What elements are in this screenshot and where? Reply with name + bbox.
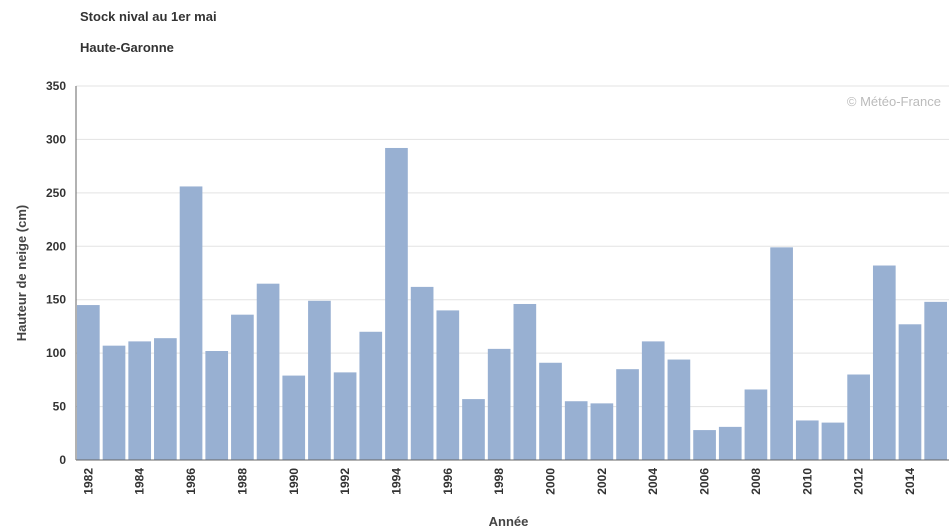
bar-1984 [128,341,152,460]
bar-2003 [616,369,639,460]
x-tick-label: 2014 [903,468,917,495]
x-tick-label: 2000 [544,468,558,495]
y-tick-label: 0 [59,453,66,467]
y-axis-ticks: 0 50 100 150 200 250 300 350 [46,79,66,467]
x-tick-label: 2002 [595,468,609,495]
y-axis-title: Hauteur de neige (cm) [14,205,29,342]
y-tick-label: 100 [46,346,66,360]
bar-2005 [667,359,691,460]
x-tick-label: 1984 [133,468,147,495]
bar-1997 [462,399,485,460]
y-tick-label: 350 [46,79,66,93]
bar-1990 [282,375,306,460]
bar-1996 [436,310,460,460]
bar-1987 [205,351,229,460]
y-tick-label: 300 [46,132,66,146]
x-tick-label: 1996 [441,468,455,495]
x-tick-label: 1994 [389,468,403,495]
bar-2000 [539,362,562,460]
bar-1986 [179,186,203,460]
bar-2007 [718,426,742,460]
bar-2002 [590,403,614,460]
bar-2001 [564,401,588,460]
chart-subtitle: Haute-Garonne [80,40,174,55]
bar-1983 [102,345,126,460]
bar-2012 [847,374,870,460]
bar-1985 [154,338,177,460]
bar-1994 [385,147,408,460]
x-tick-label: 1988 [235,468,249,495]
y-tick-label: 50 [53,400,67,414]
x-axis-title: Année [489,514,529,529]
bar-2014 [898,324,922,460]
bar-2008 [744,389,768,460]
bar-2013 [872,265,896,460]
bar-1993 [359,331,383,460]
bar-2006 [693,430,716,460]
credit-label: © Météo-France [847,94,941,109]
bar-2010 [795,420,819,460]
bar-2009 [770,247,793,460]
x-axis-ticks: 1982 1984 1986 1988 1990 1992 1994 1996 1998 2000… [81,468,917,495]
y-tick-label: 250 [46,186,66,200]
x-tick-label: 1986 [184,468,198,495]
bar-1999 [513,303,537,460]
x-tick-label: 2006 [698,468,712,495]
bar-2004 [641,341,665,460]
y-tick-label: 200 [46,239,66,253]
x-tick-label: 1990 [287,468,301,495]
x-tick-label: 2004 [646,468,660,495]
bar-2011 [821,422,845,460]
bars [77,147,947,460]
bar-1992 [333,372,357,460]
x-tick-label: 2012 [852,468,866,495]
bar-2015 [924,301,947,460]
chart-title: Stock nival au 1er mai [80,9,217,24]
bar-1988 [231,314,254,460]
x-tick-label: 1992 [338,468,352,495]
bar-1995 [410,286,434,460]
x-tick-label: 2010 [800,468,814,495]
bar-1982 [77,305,100,460]
bar-1989 [256,283,280,460]
bar-1991 [308,300,331,460]
x-tick-label: 1982 [81,468,95,495]
y-tick-label: 150 [46,293,66,307]
bar-1998 [487,348,511,460]
x-tick-label: 1998 [492,468,506,495]
x-tick-label: 2008 [749,468,763,495]
